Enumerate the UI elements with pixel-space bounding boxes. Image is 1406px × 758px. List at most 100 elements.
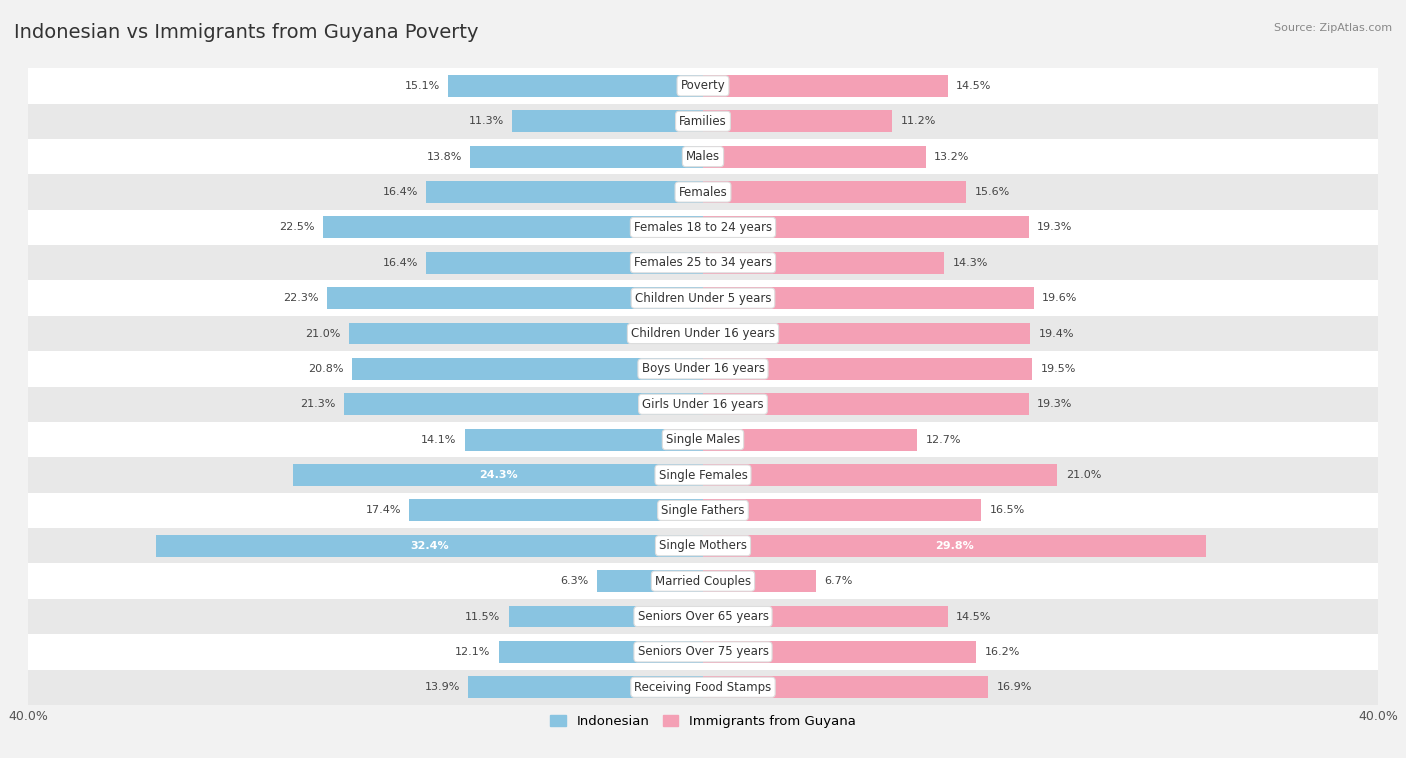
Text: 22.5%: 22.5% [280,222,315,233]
Bar [470,146,703,168]
Bar [703,393,1029,415]
Text: 12.1%: 12.1% [456,647,491,657]
Text: Children Under 16 years: Children Under 16 years [631,327,775,340]
Bar [28,634,1378,669]
Text: 11.3%: 11.3% [468,116,503,127]
Text: 14.5%: 14.5% [956,612,991,622]
Bar [703,429,917,450]
Bar [703,641,976,662]
Bar [703,252,945,274]
Bar [28,387,1378,422]
Text: 16.5%: 16.5% [990,506,1025,515]
Bar [703,181,966,203]
Bar [426,252,703,274]
Text: 20.8%: 20.8% [308,364,343,374]
Text: 16.9%: 16.9% [997,682,1032,692]
Text: Receiving Food Stamps: Receiving Food Stamps [634,681,772,694]
Text: Single Fathers: Single Fathers [661,504,745,517]
Text: 11.2%: 11.2% [900,116,936,127]
Bar [352,358,703,380]
Bar [512,111,703,132]
Bar [28,104,1378,139]
Bar [499,641,703,662]
Bar [28,351,1378,387]
Bar [292,464,703,486]
Bar [28,457,1378,493]
Text: 13.2%: 13.2% [934,152,970,161]
Text: Seniors Over 75 years: Seniors Over 75 years [637,645,769,659]
Bar [28,210,1378,245]
Text: 14.3%: 14.3% [953,258,988,268]
Bar [703,358,1032,380]
Bar [323,217,703,238]
Text: Boys Under 16 years: Boys Under 16 years [641,362,765,375]
Text: 24.3%: 24.3% [478,470,517,480]
Text: 11.5%: 11.5% [465,612,501,622]
Bar [28,280,1378,316]
Text: Seniors Over 65 years: Seniors Over 65 years [637,610,769,623]
Bar [703,676,988,698]
Bar [28,669,1378,705]
Text: 19.6%: 19.6% [1042,293,1077,303]
Text: 13.8%: 13.8% [426,152,461,161]
Bar [703,606,948,628]
Text: 16.4%: 16.4% [382,187,418,197]
Bar [349,323,703,344]
Text: 19.5%: 19.5% [1040,364,1076,374]
Text: Single Females: Single Females [658,468,748,481]
Bar [703,464,1057,486]
Bar [703,75,948,97]
Bar [28,493,1378,528]
Text: 6.3%: 6.3% [560,576,588,586]
Bar [465,429,703,450]
Bar [28,68,1378,104]
Text: Females: Females [679,186,727,199]
Text: 19.3%: 19.3% [1038,399,1073,409]
Text: 29.8%: 29.8% [935,540,974,551]
Text: 21.0%: 21.0% [1066,470,1101,480]
Bar [28,245,1378,280]
Text: Single Males: Single Males [666,433,740,446]
Text: 13.9%: 13.9% [425,682,460,692]
Text: 22.3%: 22.3% [283,293,318,303]
Bar [28,139,1378,174]
Text: Single Mothers: Single Mothers [659,539,747,553]
Text: Indonesian vs Immigrants from Guyana Poverty: Indonesian vs Immigrants from Guyana Pov… [14,23,478,42]
Text: Girls Under 16 years: Girls Under 16 years [643,398,763,411]
Bar [409,500,703,522]
Bar [426,181,703,203]
Bar [156,535,703,556]
Bar [703,217,1029,238]
Text: 21.3%: 21.3% [299,399,335,409]
Text: Children Under 5 years: Children Under 5 years [634,292,772,305]
Bar [509,606,703,628]
Text: 21.0%: 21.0% [305,328,340,339]
Bar [28,174,1378,210]
Bar [703,570,815,592]
Text: 16.2%: 16.2% [984,647,1021,657]
Bar [449,75,703,97]
Bar [468,676,703,698]
Text: Families: Families [679,114,727,128]
Bar [703,146,925,168]
Text: 12.7%: 12.7% [925,434,962,445]
Bar [28,528,1378,563]
Text: 14.1%: 14.1% [422,434,457,445]
Text: Married Couples: Married Couples [655,575,751,587]
Text: Source: ZipAtlas.com: Source: ZipAtlas.com [1274,23,1392,33]
Bar [703,287,1033,309]
Text: Poverty: Poverty [681,80,725,92]
Text: 15.6%: 15.6% [974,187,1010,197]
Text: 32.4%: 32.4% [411,540,449,551]
Bar [703,500,981,522]
Bar [343,393,703,415]
Text: 14.5%: 14.5% [956,81,991,91]
Bar [703,535,1206,556]
Legend: Indonesian, Immigrants from Guyana: Indonesian, Immigrants from Guyana [546,709,860,733]
Bar [28,422,1378,457]
Bar [326,287,703,309]
Bar [703,111,891,132]
Text: 19.3%: 19.3% [1038,222,1073,233]
Text: 19.4%: 19.4% [1039,328,1074,339]
Text: 17.4%: 17.4% [366,506,401,515]
